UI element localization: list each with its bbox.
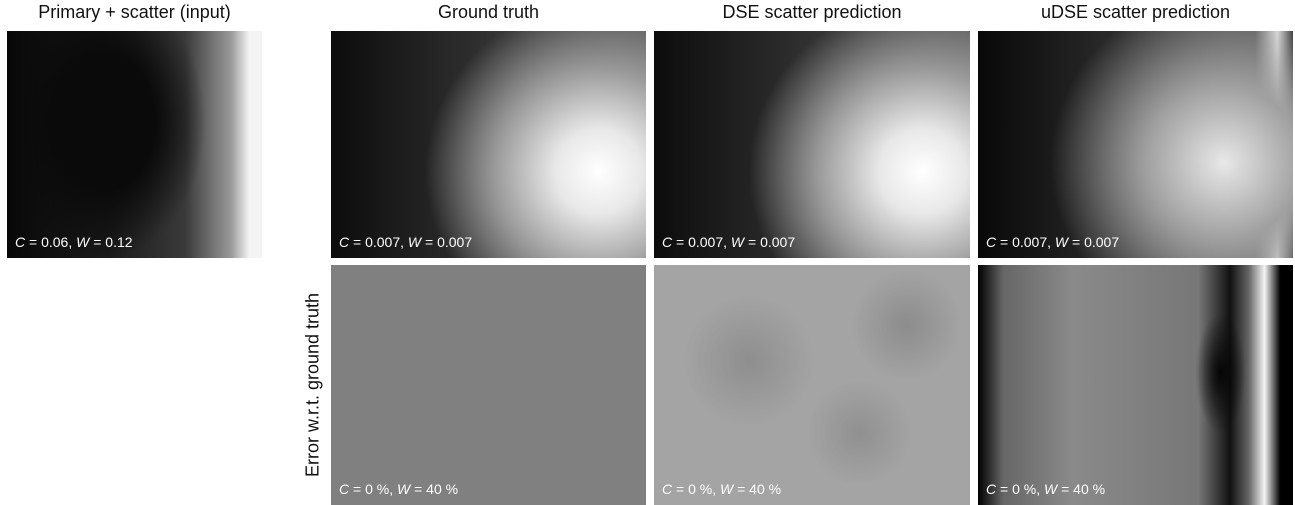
w-symbol: W <box>397 481 410 497</box>
image-caption: C = 0 %, W = 40 % <box>662 481 781 497</box>
image-caption: C = 0.06, W = 0.12 <box>15 234 133 250</box>
column-title: Ground truth <box>331 2 646 23</box>
error-image: C = 0 %, W = 40 % <box>331 265 646 505</box>
c-text: = 0.06, <box>25 234 76 250</box>
c-symbol: C <box>986 481 996 497</box>
figure: Primary + scatter (input) C = 0.06, W = 0… <box>0 0 1295 505</box>
w-text: = 0.12 <box>89 234 132 250</box>
image: C = 0.007, W = 0.007 <box>654 31 970 258</box>
c-symbol: C <box>986 234 996 250</box>
column-title: Primary + scatter (input) <box>7 2 262 23</box>
column-title: uDSE scatter prediction <box>978 2 1293 23</box>
column-title: DSE scatter prediction <box>654 2 970 23</box>
image: C = 0.007, W = 0.007 <box>978 31 1293 258</box>
image: C = 0.06, W = 0.12 <box>7 31 262 258</box>
image: C = 0.007, W = 0.007 <box>331 31 646 258</box>
c-symbol: C <box>662 481 672 497</box>
c-symbol: C <box>662 234 672 250</box>
w-text: = 0.007 <box>744 234 795 250</box>
c-symbol: C <box>339 234 349 250</box>
image-caption: C = 0.007, W = 0.007 <box>662 234 795 250</box>
w-symbol: W <box>76 234 89 250</box>
c-text: = 0 %, <box>349 481 397 497</box>
c-symbol: C <box>15 234 25 250</box>
w-text: = 40 % <box>733 481 781 497</box>
c-text: = 0.007, <box>996 234 1055 250</box>
w-text: = 0.007 <box>421 234 472 250</box>
w-symbol: W <box>1055 234 1068 250</box>
c-text: = 0 %, <box>672 481 720 497</box>
error-image: C = 0 %, W = 40 % <box>978 265 1293 505</box>
image-caption: C = 0.007, W = 0.007 <box>986 234 1119 250</box>
error-image: C = 0 %, W = 40 % <box>654 265 970 505</box>
row-label: Error w.r.t. ground truth <box>303 293 324 477</box>
image-caption: C = 0.007, W = 0.007 <box>339 234 472 250</box>
image-caption: C = 0 %, W = 40 % <box>339 481 458 497</box>
c-text: = 0.007, <box>349 234 408 250</box>
w-symbol: W <box>731 234 744 250</box>
c-text: = 0 %, <box>996 481 1044 497</box>
image-caption: C = 0 %, W = 40 % <box>986 481 1105 497</box>
w-symbol: W <box>720 481 733 497</box>
w-text: = 0.007 <box>1068 234 1119 250</box>
w-text: = 40 % <box>410 481 458 497</box>
w-text: = 40 % <box>1057 481 1105 497</box>
w-symbol: W <box>1044 481 1057 497</box>
c-symbol: C <box>339 481 349 497</box>
c-text: = 0.007, <box>672 234 731 250</box>
w-symbol: W <box>408 234 421 250</box>
